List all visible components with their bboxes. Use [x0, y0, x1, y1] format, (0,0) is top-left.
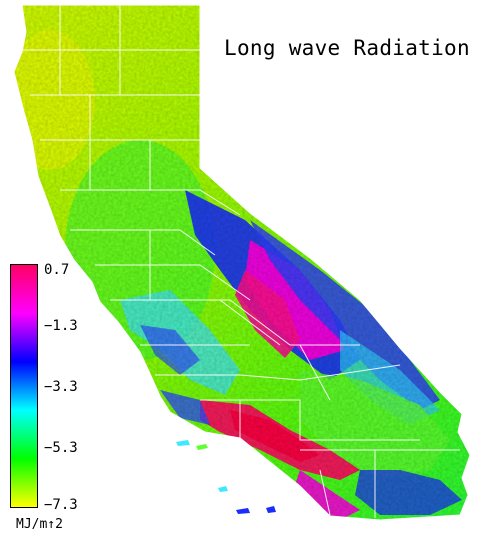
state-outline	[13, 4, 471, 521]
legend-tick-label: −3.3	[44, 379, 78, 395]
color-scale-bar	[10, 264, 38, 508]
legend-tick-label: −5.3	[44, 440, 78, 456]
channel-islands	[176, 440, 276, 514]
legend-units: MJ/m↑2	[16, 517, 63, 532]
map-title: Long wave Radiation	[224, 36, 470, 60]
legend-tick-label: −1.3	[44, 318, 78, 334]
county-boundaries	[22, 5, 460, 518]
legend-tick-label: −7.3	[44, 497, 78, 513]
legend-tick-label: 0.7	[44, 262, 70, 278]
